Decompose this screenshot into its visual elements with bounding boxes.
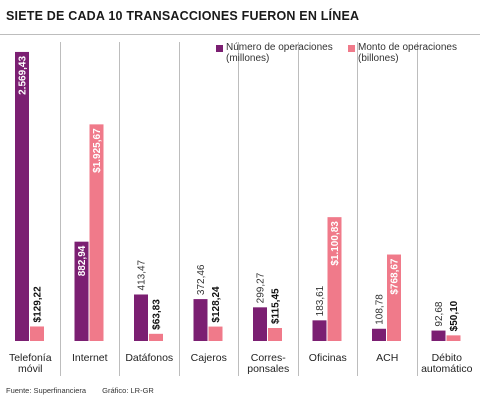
- value-label-operaciones: 183,61: [315, 285, 326, 316]
- value-label-operaciones: 92,68: [434, 301, 445, 326]
- bar-operaciones: [74, 241, 89, 341]
- value-label-operaciones: 108,78: [375, 294, 386, 325]
- bar-operaciones: [431, 330, 446, 341]
- bar-monto: [30, 326, 44, 341]
- bar-operaciones: [193, 299, 208, 341]
- chart-title: SIETE DE CADA 10 TRANSACCIONES FUERON EN…: [6, 9, 360, 23]
- credit-text: Gráfico: LR-GR: [102, 386, 154, 395]
- category-label-line: ponsales: [247, 363, 289, 375]
- category-label: Débito automático: [421, 352, 473, 375]
- category-label-line: Corres-: [251, 352, 287, 364]
- bar-operaciones: [372, 328, 386, 341]
- category-label-line: Cajeros: [191, 352, 227, 364]
- value-label-operaciones: 372,46: [196, 264, 207, 295]
- value-label-monto: $129,22: [33, 286, 44, 323]
- bar-monto: [268, 328, 282, 341]
- category-label-line: Telefonía: [9, 352, 52, 364]
- category-label: Cajeros: [191, 352, 227, 364]
- category-label-line: Datáfonos: [125, 352, 173, 364]
- bar-monto: [327, 217, 342, 341]
- value-label-monto: $1.100,83: [330, 221, 341, 266]
- value-label-monto: $115,45: [271, 288, 282, 324]
- legend-line: (millones): [226, 53, 270, 64]
- bar-operaciones: [253, 307, 267, 341]
- value-label-monto: $768,67: [390, 258, 401, 295]
- category-label: ACH: [376, 352, 398, 364]
- bar-operaciones: [15, 51, 29, 342]
- category-label: Corres-ponsales: [247, 352, 289, 375]
- category-label-line: automático: [421, 363, 473, 375]
- legend-line: Número de operaciones: [226, 42, 333, 53]
- legend-line: (billones): [358, 53, 399, 64]
- category-label: Datáfonos: [125, 352, 173, 364]
- legend-swatch-monto: [348, 45, 355, 52]
- value-label-operaciones: 882,94: [77, 245, 88, 276]
- category-label-line: Internet: [72, 352, 108, 364]
- source-text: Fuente: Superfinanciera: [6, 386, 87, 395]
- category-label-line: ACH: [376, 352, 398, 364]
- bar-monto: [446, 335, 461, 341]
- category-label-line: Débito: [432, 352, 463, 364]
- category-label-line: Oficinas: [309, 352, 347, 364]
- bar-monto: [149, 333, 163, 341]
- value-label-operaciones: 2.569,43: [18, 56, 29, 95]
- category-label: Oficinas: [309, 352, 347, 364]
- value-label-monto: $50,10: [449, 300, 460, 331]
- title-rule: [0, 34, 480, 35]
- legend-line: Monto de operaciones: [358, 42, 457, 53]
- legend-label-operaciones: Número de operaciones (millones): [226, 42, 333, 64]
- value-label-operaciones: 299,27: [256, 272, 267, 303]
- value-label-monto: $128,24: [211, 286, 222, 323]
- value-label-monto: $63,83: [152, 299, 163, 330]
- legend-label-monto: Monto de operaciones (billones): [358, 42, 457, 64]
- legend-swatch-operaciones: [216, 45, 223, 52]
- bar-operaciones: [134, 294, 148, 341]
- value-label-monto: $1.925,67: [92, 128, 103, 173]
- bar-monto: [208, 326, 223, 341]
- category-label-line: móvil: [18, 363, 43, 375]
- bar-monto: [89, 124, 104, 341]
- value-label-operaciones: 413,47: [137, 259, 148, 290]
- bar-monto: [387, 254, 401, 341]
- category-label: Telefonía móvil: [9, 352, 52, 375]
- bar-operaciones: [312, 320, 327, 341]
- category-label: Internet: [72, 352, 108, 364]
- source-note: Fuente: Superfinanciera Gráfico: LR-GR: [6, 386, 168, 395]
